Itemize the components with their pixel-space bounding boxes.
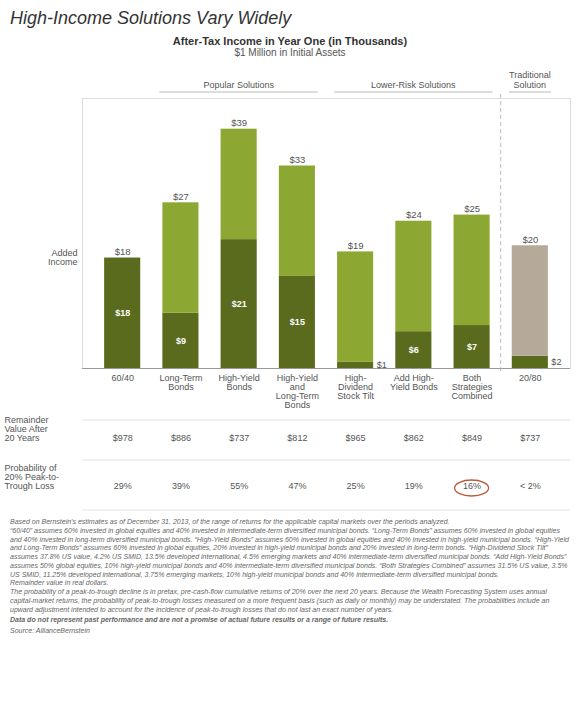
svg-text:$978: $978 bbox=[113, 433, 133, 443]
html-text:Data do not represent past per: Data do not represent past performance a… bbox=[10, 616, 389, 624]
svg-text:$737: $737 bbox=[520, 433, 540, 443]
svg-text:47%: 47% bbox=[288, 481, 306, 491]
svg-text:$965: $965 bbox=[346, 433, 366, 443]
html-text:Source: AllianceBernstein: Source: AllianceBernstein bbox=[10, 627, 90, 634]
svg-text:BothStrategiesCombined: BothStrategiesCombined bbox=[452, 373, 493, 401]
svg-text:$7: $7 bbox=[467, 342, 477, 352]
html-text:Based on Bernstein’s estimates: Based on Bernstein’s estimates as of Dec… bbox=[10, 518, 569, 613]
svg-text:$18: $18 bbox=[115, 308, 130, 318]
svg-text:RemainderValue After20 Years: RemainderValue After20 Years bbox=[5, 415, 49, 443]
svg-text:$6: $6 bbox=[409, 345, 419, 355]
svg-text:16%: 16% bbox=[463, 481, 481, 491]
svg-text:Popular Solutions: Popular Solutions bbox=[203, 80, 274, 90]
svg-text:$33: $33 bbox=[289, 154, 305, 165]
svg-text:$39: $39 bbox=[231, 117, 247, 128]
svg-text:$737: $737 bbox=[229, 433, 249, 443]
svg-text:$15: $15 bbox=[290, 317, 305, 327]
svg-text:$2: $2 bbox=[551, 357, 561, 367]
html-text:$1 Million in Initial Assets: $1 Million in Initial Assets bbox=[234, 47, 346, 58]
svg-text:20/80: 20/80 bbox=[519, 373, 542, 383]
svg-text:$862: $862 bbox=[404, 433, 424, 443]
svg-text:39%: 39% bbox=[172, 481, 190, 491]
svg-text:29%: 29% bbox=[114, 481, 132, 491]
svg-text:Lower-Risk Solutions: Lower-Risk Solutions bbox=[371, 80, 456, 90]
svg-text:$21: $21 bbox=[232, 299, 247, 309]
html-text:High-Income Solutions Vary Wid: High-Income Solutions Vary Widely bbox=[10, 8, 292, 28]
svg-text:$9: $9 bbox=[176, 336, 186, 346]
svg-text:$24: $24 bbox=[406, 209, 422, 220]
svg-text:Probability of20% Peak-to-Trou: Probability of20% Peak-to-Trough Loss bbox=[5, 463, 60, 491]
svg-text:60/40: 60/40 bbox=[111, 373, 134, 383]
svg-text:Long-TermBonds: Long-TermBonds bbox=[159, 373, 202, 392]
svg-text:$18: $18 bbox=[115, 246, 131, 257]
svg-text:19%: 19% bbox=[405, 481, 423, 491]
svg-text:High-YieldBonds: High-YieldBonds bbox=[219, 373, 260, 392]
svg-text:AddedIncome: AddedIncome bbox=[48, 248, 78, 267]
svg-text:TraditionalSolution: TraditionalSolution bbox=[509, 70, 551, 90]
svg-text:$886: $886 bbox=[171, 433, 191, 443]
svg-text:High-YieldandLong-TermBonds: High-YieldandLong-TermBonds bbox=[276, 373, 319, 410]
svg-text:55%: 55% bbox=[230, 481, 248, 491]
svg-text:$25: $25 bbox=[464, 203, 480, 214]
html-text:After-Tax Income in Year One (: After-Tax Income in Year One (in Thousan… bbox=[172, 35, 408, 47]
svg-text:$20: $20 bbox=[522, 234, 538, 245]
svg-text:< 2%: < 2% bbox=[520, 481, 541, 491]
svg-text:$1: $1 bbox=[377, 360, 387, 370]
svg-text:High-DividendStock Tilt: High-DividendStock Tilt bbox=[337, 373, 374, 401]
svg-text:25%: 25% bbox=[347, 481, 365, 491]
svg-text:$19: $19 bbox=[348, 240, 364, 251]
svg-text:Add High-Yield Bonds: Add High-Yield Bonds bbox=[390, 373, 438, 392]
svg-text:$27: $27 bbox=[173, 191, 189, 202]
svg-text:$849: $849 bbox=[462, 433, 482, 443]
svg-text:$812: $812 bbox=[287, 433, 307, 443]
